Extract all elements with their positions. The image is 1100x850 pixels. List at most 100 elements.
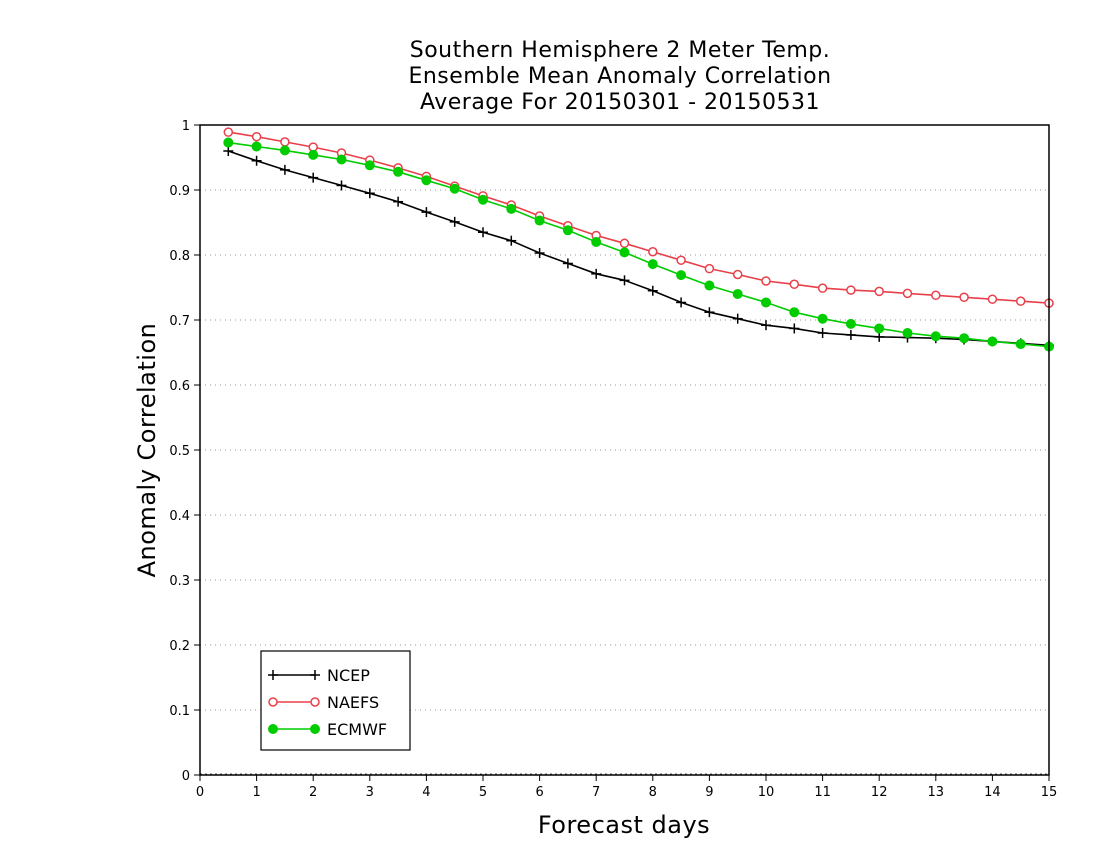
x-tick-label: 11 (814, 785, 831, 800)
y-tick-label: 0.9 (169, 184, 190, 199)
y-tick-label: 0.5 (169, 444, 190, 459)
naefs-point (1015, 296, 1026, 306)
naefs-point (280, 137, 290, 147)
naefs-point (761, 276, 771, 286)
ecmwf-point (732, 289, 743, 299)
naefs-point (789, 279, 800, 289)
ncep-point (732, 313, 743, 324)
ncep-point (364, 188, 375, 199)
ecmwf-point (647, 259, 658, 270)
y-tick-label: 0.4 (169, 509, 190, 524)
ncep-point (534, 248, 545, 259)
ecmwf-point (874, 323, 885, 334)
ncep-point (393, 196, 404, 207)
x-tick-label: 6 (535, 785, 543, 800)
naefs-point (251, 131, 262, 142)
ncep-point (817, 328, 828, 338)
grid-lines (200, 189, 1049, 775)
ncep-point (874, 331, 885, 342)
legend-label-ncep: NCEP (327, 666, 370, 685)
ecmwf-point (817, 313, 828, 324)
x-tick-label: 15 (1041, 785, 1058, 800)
ecmwf-point (393, 166, 404, 177)
ecmwf-point (251, 141, 262, 152)
naefs-point (732, 269, 743, 280)
ecmwf-point (930, 331, 941, 342)
ncep-point (647, 285, 658, 296)
ncep-series (223, 146, 1054, 351)
x-tick-label: 13 (928, 785, 945, 800)
y-tick-label: 0.1 (169, 704, 190, 719)
ecmwf-point (591, 237, 602, 247)
legend-marker (268, 697, 278, 707)
ecmwf-series (223, 137, 1054, 352)
legend-marker (268, 670, 278, 680)
ecmwf-line (228, 141, 1050, 348)
y-tick-label: 0 (182, 769, 190, 784)
ecmwf-point (761, 297, 771, 308)
ecmwf-point (562, 225, 573, 236)
ncep-point (789, 323, 800, 334)
x-tick-label: 7 (592, 785, 600, 800)
legend-marker (310, 724, 320, 734)
naefs-point (874, 286, 884, 297)
legend-box (260, 650, 411, 751)
x-tick-label: 12 (871, 785, 888, 800)
naefs-series (223, 127, 1054, 308)
legend-marker (268, 724, 278, 734)
ecmwf-point (223, 137, 234, 148)
x-tick-label: 5 (479, 785, 487, 800)
x-tick-label: 0 (196, 785, 204, 800)
legend-label-naefs: NAEFS (327, 693, 379, 712)
naefs-point (987, 294, 998, 304)
legend-item-ecmwf: ECMWF (268, 720, 387, 739)
ecmwf-point (959, 333, 970, 344)
ecmwf-point (704, 280, 715, 291)
ecmwf-point (902, 328, 913, 338)
legend: NCEP NAEFS ECMWF (260, 650, 411, 751)
ncep-point (251, 155, 262, 166)
legend-marker (310, 670, 320, 680)
ecmwf-point (279, 145, 290, 156)
ncep-point (845, 329, 856, 340)
ncep-point (619, 275, 630, 286)
x-tick-label: 4 (422, 785, 430, 800)
y-tick-label: 0.3 (169, 574, 190, 589)
ncep-point (308, 172, 319, 183)
ecmwf-point (845, 318, 856, 329)
naefs-point (619, 238, 630, 249)
ncep-point (562, 258, 573, 269)
ecmwf-point (619, 247, 630, 258)
x-tick-label: 9 (705, 785, 713, 800)
naefs-line (228, 131, 1050, 304)
ecmwf-point (506, 203, 517, 214)
x-tick-label: 2 (309, 785, 317, 800)
x-tick-label: 3 (366, 785, 374, 800)
ncep-point (449, 216, 460, 227)
ncep-point (591, 268, 602, 279)
x-axis-label: Forecast days (538, 811, 710, 839)
naefs-point (817, 283, 828, 293)
ncep-point (279, 164, 290, 175)
chart-title-line-2: Ensemble Mean Anomaly Correlation (408, 64, 832, 89)
naefs-point (704, 263, 715, 274)
ncep-point (761, 320, 771, 331)
ncep-point (676, 297, 687, 308)
y-axis-label: Anomaly Correlation (133, 323, 161, 578)
naefs-point (931, 290, 941, 301)
ncep-point (704, 307, 715, 318)
naefs-point (959, 292, 969, 302)
ecmwf-point (449, 183, 460, 194)
ecmwf-point (534, 215, 545, 226)
ecmwf-point (987, 336, 998, 347)
legend-item-naefs: NAEFS (268, 693, 379, 712)
y-tick-label: 0.2 (169, 639, 190, 654)
naefs-point (676, 255, 686, 265)
ecmwf-point (789, 307, 800, 318)
ecmwf-point (1015, 339, 1026, 350)
chart-title-line-3: Average For 20150301 - 20150531 (419, 90, 821, 115)
ncep-point (506, 235, 517, 246)
ncep-point (336, 180, 347, 191)
y-tick-label: 0.7 (169, 314, 190, 329)
